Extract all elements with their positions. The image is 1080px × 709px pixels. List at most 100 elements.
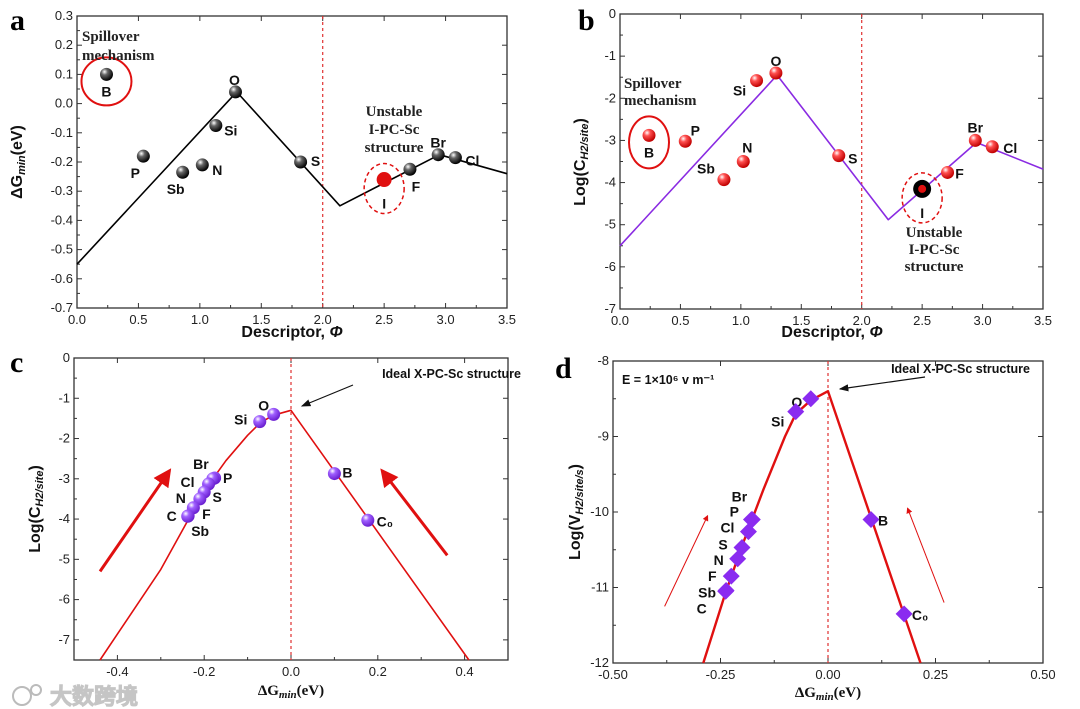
y-tick-label: -6 (58, 592, 70, 607)
spillover-circle (80, 56, 133, 107)
data-point-label: Cl (720, 520, 734, 536)
annotation-ideal: Ideal X-PC-Sc structure (891, 362, 1030, 376)
annotation-unstable: Unstable (366, 104, 423, 120)
data-point-P (678, 134, 692, 148)
data-point-label: N (212, 162, 222, 178)
trend-arrow (380, 468, 449, 557)
axis-title-part: Φ (869, 324, 882, 341)
y-axis-title: Log(CH2/site) (27, 465, 46, 553)
x-tick-label: 2.5 (375, 312, 393, 327)
y-tick-label: -8 (597, 353, 609, 368)
data-point-label: Br (968, 119, 984, 135)
x-tick-label: -0.50 (598, 667, 628, 682)
y-tick-label: -6 (604, 259, 616, 274)
y-tick-label: -2 (58, 431, 70, 446)
data-point-label: B (342, 465, 352, 481)
data-point-label: O (791, 394, 802, 410)
data-point-label: S (213, 489, 222, 505)
x-axis-title: Descriptor, Φ (781, 324, 882, 341)
x-tick-label: -0.25 (706, 667, 736, 682)
x-tick-label: 0.2 (369, 664, 387, 679)
y-tick-label: -7 (58, 632, 70, 647)
data-point-label: P (730, 504, 739, 520)
axis-title-part: Log(V (567, 514, 584, 560)
y-tick-label: -3 (58, 471, 70, 486)
plot-frame (619, 13, 1044, 310)
annotation-arrow (838, 376, 926, 392)
data-point-label: Br (732, 489, 748, 505)
y-tick-label: -0.3 (51, 183, 73, 198)
chart-panel-b: b 0.0 0.5 1.0 1.5 2.0 2.5 3.0 3.5 -7 -6 -5 -4 -3 -2 -1 0… (578, 4, 1052, 328)
data-point-Br (968, 133, 982, 147)
data-point-label: P (691, 122, 700, 138)
data-point-Si (209, 119, 223, 132)
data-point-C (181, 509, 195, 523)
panel-label: b (578, 4, 595, 37)
x-tick-label: 0.5 (129, 312, 147, 327)
trend-arrow (906, 507, 945, 603)
x-tick-label: 3.5 (498, 312, 516, 327)
x-tick-label: 1.5 (252, 312, 270, 327)
x-tick-label: 2.0 (314, 312, 332, 327)
data-point-Sb (176, 165, 190, 179)
data-point-label: I (920, 205, 924, 221)
data-point-S (294, 155, 308, 169)
axis-title-part: min (816, 691, 834, 703)
annotation-unstable: Unstable (906, 225, 963, 241)
y-axis-title: Log(CH2/site) (572, 118, 591, 206)
y-tick-label: 0.0 (55, 96, 73, 111)
data-point-label: N (742, 140, 752, 156)
y-tick-label: -1 (58, 390, 70, 405)
data-point-Cl (739, 523, 757, 541)
data-point-Si (787, 403, 805, 421)
x-tick-label: 0.25 (923, 667, 948, 682)
data-point-label: Si (224, 123, 237, 139)
y-tick-label: 0.1 (55, 66, 73, 81)
x-tick-label: 1.5 (792, 313, 810, 328)
annotation-ideal: Ideal X-PC-Sc structure (382, 367, 521, 381)
data-point-label: O (229, 72, 240, 88)
axis-title-part: (eV) (9, 125, 26, 155)
y-tick-label: -0.2 (51, 154, 73, 169)
data-point-label: Cl (1003, 140, 1017, 156)
data-point-label: B (101, 83, 111, 99)
x-tick-label: 0.0 (282, 664, 300, 679)
x-tick-label: 2.0 (853, 313, 871, 328)
data-point-N (195, 158, 209, 172)
data-point-label: Br (430, 135, 446, 151)
y-tick-label: -0.1 (51, 125, 73, 140)
y-tick-label: -3 (604, 132, 616, 147)
data-point-B (327, 467, 341, 481)
annotation-spillover: mechanism (624, 93, 697, 109)
data-point-C (717, 582, 735, 600)
data-point-Cl (985, 140, 999, 154)
y-tick-label: -0.5 (51, 242, 73, 257)
data-point-C₀ (895, 605, 913, 623)
x-tick-label: 0.5 (671, 313, 689, 328)
axis-title-part: Descriptor, (241, 324, 329, 341)
annotation-spillover: mechanism (82, 48, 155, 64)
y-tick-label: 0.3 (55, 8, 73, 23)
data-point-Br (431, 148, 445, 162)
data-point-N (736, 155, 750, 168)
x-tick-label: 3.0 (437, 312, 455, 327)
annotation-arrow (300, 384, 354, 407)
x-tick-label: 3.5 (1034, 313, 1052, 328)
data-point-label: P (223, 470, 232, 486)
y-tick-label: -0.7 (51, 300, 73, 315)
axis-title-part: (eV) (297, 683, 324, 699)
y-tick-label: 0 (63, 350, 70, 365)
y-axis-title: Log(VH2/site/s) (567, 464, 586, 560)
data-point-label: B (878, 513, 888, 529)
panel-label: d (555, 352, 572, 385)
data-point-Si (750, 74, 764, 88)
data-point-C₀ (361, 513, 375, 527)
axis-title-part: H2/site (34, 471, 46, 507)
annotation-unstable: I-PC-Sc (369, 122, 420, 138)
data-point-label: F (955, 165, 964, 181)
y-tick-label: -0.4 (51, 212, 73, 227)
data-point-label: S (848, 151, 857, 167)
x-tick-label: -0.2 (193, 664, 215, 679)
y-tick-label: -1 (604, 48, 616, 63)
data-point-label: Cl (181, 474, 195, 490)
